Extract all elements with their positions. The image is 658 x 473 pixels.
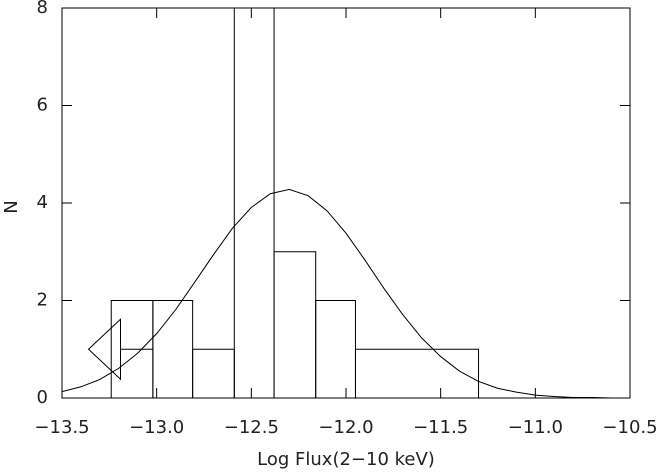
bar bbox=[273, 251, 317, 398]
gaussian-fit bbox=[62, 188, 630, 398]
y-tick-label: 0 bbox=[37, 387, 48, 408]
y-tick-label: 4 bbox=[37, 192, 48, 213]
x-tick-label: −12.5 bbox=[224, 417, 279, 438]
y-tick-label: 2 bbox=[37, 290, 48, 311]
plot-area bbox=[62, 8, 630, 398]
plot-frame bbox=[61, 7, 631, 399]
bar bbox=[354, 348, 480, 398]
bar bbox=[192, 348, 235, 398]
y-tick-label: 8 bbox=[37, 0, 48, 18]
bar bbox=[233, 8, 275, 398]
y-axis-label: N bbox=[1, 200, 22, 213]
y-tick-label: 6 bbox=[37, 95, 48, 116]
bar bbox=[315, 300, 356, 398]
bar bbox=[152, 300, 194, 398]
x-tick-label: −11.5 bbox=[413, 417, 468, 438]
x-tick-label: −11.0 bbox=[508, 417, 563, 438]
x-tick-label: −10.5 bbox=[602, 417, 657, 438]
upper-limit-arrow bbox=[87, 318, 153, 381]
x-axis-label: Log Flux(2−10 keV) bbox=[257, 449, 435, 470]
x-tick-label: −12.0 bbox=[318, 417, 373, 438]
x-tick-label: −13.0 bbox=[129, 417, 184, 438]
x-tick-label: −13.5 bbox=[34, 417, 89, 438]
